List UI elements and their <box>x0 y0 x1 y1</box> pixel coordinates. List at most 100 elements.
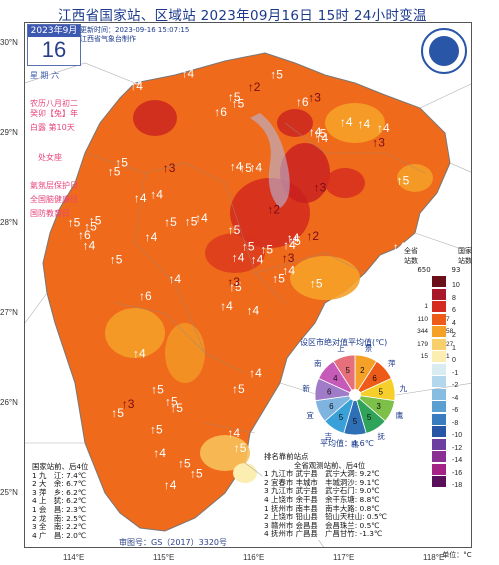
legend-label: -2 <box>452 382 459 389</box>
map-frame: ↑4 ↑5 ↑5 ↑4 ↑5 ↑3 ↑4 ↑5 ↑5 ↑4 ↑5 ↑4 ↑3 ↑4 ↑2 ↑3 ↑4 ↑4 ↑5 ↑5… <box>24 22 472 548</box>
table-row: 3 萍 乡: 6.2℃ <box>32 487 87 497</box>
pie-city-label: 景 <box>364 343 373 353</box>
station-value: ↑4 <box>182 67 195 81</box>
calendar-badge: 2023年9月 16 <box>27 24 81 66</box>
pie-center <box>349 389 361 401</box>
legend-swatch <box>432 363 446 375</box>
legend-swatch <box>432 326 446 337</box>
legend-nat-count: 27 <box>446 340 454 348</box>
legend-swatch <box>432 451 446 462</box>
station-value: ↑5 <box>111 406 124 420</box>
station-value: ↑5 <box>260 243 273 257</box>
station-value: ↑4 <box>358 117 371 131</box>
station-value: ↑5 <box>164 215 177 229</box>
pie-city-label: 新 <box>302 384 310 394</box>
pie-city-label: 抚 <box>377 432 385 442</box>
station-value: ↑5 <box>74 125 87 139</box>
holiday-3: 国防教育日 <box>30 209 70 218</box>
station-value: ↑3 <box>314 181 327 195</box>
station-value: ↑4 <box>393 240 406 254</box>
temperature-map: ↑4↑5↑5↑4↑5↑3↑4↑5↑5↑4↑5↑4↑3↑4↑2↑3↑4↑4↑5↑5… <box>25 23 471 547</box>
table-subheader: 全省观测站前、后4位 <box>294 460 366 470</box>
pie-city-label: 宜 <box>306 411 314 421</box>
legend-nat-count: 58 <box>446 328 454 335</box>
station-value: ↑5 <box>89 214 102 228</box>
station-value: ↑5 <box>314 127 327 141</box>
station-value: ↑5 <box>272 271 285 285</box>
table-row: 1 会 昌: 2.3℃ <box>32 504 87 514</box>
lat-label: 26°N <box>0 398 18 407</box>
legend-label: -16 <box>452 469 463 477</box>
lat-label: 30°N <box>0 38 18 47</box>
station-value: ↑5 <box>310 277 323 291</box>
station-value: ↑5 <box>150 422 163 436</box>
station-value: ↑4 <box>249 366 262 380</box>
table-row: 2 宜春市 丰城市 丰城洞沙: 9.1℃ <box>264 477 380 487</box>
legend-swatch <box>432 376 446 387</box>
lon-label: 115°E <box>153 553 175 562</box>
station-value: ↑5 <box>151 383 164 397</box>
pie-city-label: 南 <box>313 358 322 368</box>
station-value: ↑5 <box>228 223 241 237</box>
pie-value: 5 <box>339 413 344 422</box>
lat-label: 25°N <box>0 488 18 497</box>
station-value: ↑4 <box>340 115 353 129</box>
station-value: ↑5 <box>178 456 191 470</box>
table-row: 2 龙 南: 2.5℃ <box>32 513 87 523</box>
station-value: ↑5 <box>234 441 247 455</box>
legend-swatch <box>432 426 446 437</box>
station-value: ↑4 <box>287 231 300 245</box>
legend-swatch <box>432 463 446 475</box>
lunar-year: 癸卯【兔】年 <box>30 109 78 118</box>
legend-total-nat: 93 <box>451 266 461 274</box>
station-value: ↑5 <box>239 161 252 175</box>
station-value: ↑4 <box>282 263 295 277</box>
pie-value: 5 <box>367 413 372 422</box>
station-value: ↑6 <box>296 95 309 109</box>
legend-count: 179 <box>417 340 428 348</box>
legend-count: 110 <box>417 315 428 323</box>
legend-nat-count: 7 <box>446 315 450 323</box>
legend-swatch <box>432 288 446 300</box>
legend-label: 0 <box>452 357 456 364</box>
calendar-day: 16 <box>41 37 67 62</box>
station-value: ↑4 <box>309 125 322 139</box>
station-value: ↑3 <box>282 251 295 265</box>
legend-header-all: 全省 站数 <box>404 247 418 265</box>
legend-label: -12 <box>452 444 463 452</box>
table-header: 国家站前、后4位 <box>32 462 89 471</box>
station-value: ↑5 <box>110 253 123 267</box>
table-row: 1 九 江: 7.4℃ <box>32 470 87 480</box>
holiday-2: 全国脑健康日 <box>30 195 78 204</box>
station-value: ↑4 <box>283 238 296 252</box>
station-value: ↑6 <box>139 289 152 303</box>
pie-slice <box>332 354 356 397</box>
weekday: 星 期 六 <box>30 71 60 80</box>
station-value: ↑4 <box>134 191 147 205</box>
update-time: 更新时间：2023-09-16 15:07:15 <box>80 26 190 34</box>
station-value: ↑5 <box>288 234 301 248</box>
station-value: ↑4 <box>230 159 243 173</box>
station-value: ↑4 <box>126 57 139 71</box>
station-value: ↑4 <box>377 121 390 135</box>
solar-term: 白露 第10天 <box>30 123 75 132</box>
legend-label: -6 <box>452 407 459 414</box>
station-value: ↑4 <box>227 426 240 440</box>
table-row: 4 上 犹: 6.2℃ <box>32 496 87 506</box>
legend-nat-count: 1 <box>446 353 450 360</box>
legend-swatch <box>432 438 446 450</box>
station-value: ↑5 <box>270 68 283 82</box>
pie-value: 2 <box>360 366 365 375</box>
update-info: 更新时间：2023-09-16 15:07:15 江西省气象台制作 <box>80 26 189 44</box>
station-value: ↑3 <box>308 91 321 105</box>
station-value: ↑5 <box>232 382 245 396</box>
producer: 江西省气象台制作 <box>80 35 136 43</box>
table-row: 3 全 南: 2.2℃ <box>32 522 87 532</box>
station-value: ↑4 <box>145 230 158 244</box>
station-value: ↑4 <box>83 238 96 252</box>
meteorological-logo-icon <box>421 28 467 74</box>
legend-swatch <box>432 388 446 400</box>
station-value: ↑4 <box>164 478 177 492</box>
legend-label: 1 <box>452 344 456 352</box>
station-value: ↑4 <box>316 131 329 145</box>
